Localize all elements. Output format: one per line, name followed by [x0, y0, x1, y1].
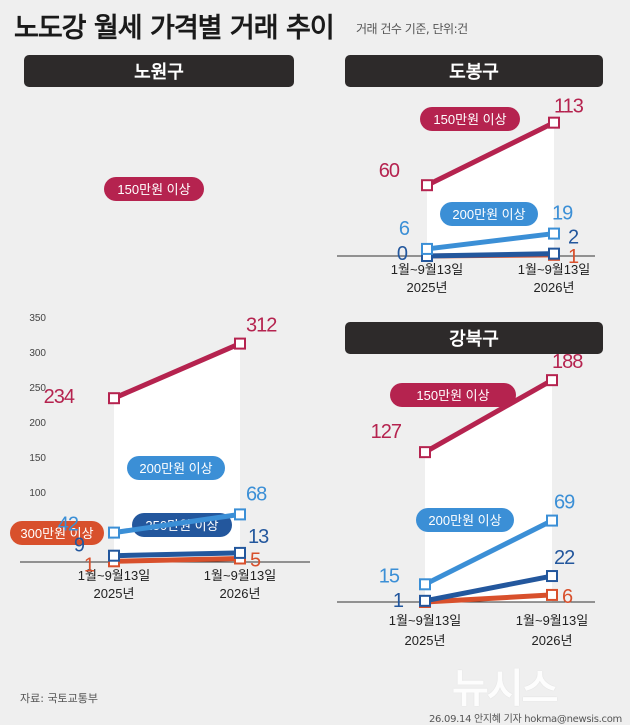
x-tick-label: 1월~9월13일: [516, 613, 588, 628]
series-line: [425, 120, 556, 188]
data-point: [421, 179, 433, 192]
series-line: [424, 573, 553, 604]
x-tick-label: 2025년: [94, 586, 135, 601]
data-point: [546, 514, 558, 527]
data-label: 1: [393, 590, 404, 612]
series-line: [426, 231, 555, 252]
data-label: 312: [246, 315, 277, 337]
series-legend-box: [390, 383, 516, 407]
data-label: 1: [84, 554, 95, 576]
series-legend-box: [10, 521, 104, 545]
series-legend-box: [440, 202, 538, 226]
unit-note: 거래 건수 기준, 단위:건: [356, 22, 468, 36]
series-legend-label: 150만원 이상: [117, 182, 190, 197]
data-label: 6: [399, 218, 410, 240]
data-label: 0: [397, 243, 408, 265]
series-legend-box: [416, 508, 514, 532]
y-tick-label: 300: [29, 348, 46, 359]
series-line: [423, 518, 554, 587]
x-tick-label: 1월~9월13일: [391, 262, 463, 277]
series-legend-label: 200만원 이상: [139, 461, 212, 476]
data-point: [108, 549, 120, 562]
data-label: 60: [379, 160, 400, 182]
data-point: [419, 594, 431, 607]
data-label: 69: [554, 492, 575, 514]
series-legend-box: [104, 177, 204, 201]
x-tick-label: 2026년: [532, 633, 573, 648]
x-tick-label: 1월~9월13일: [78, 568, 150, 583]
x-tick-label: 1월~9월13일: [204, 568, 276, 583]
data-label: 113: [554, 96, 584, 118]
data-label: 127: [371, 421, 402, 443]
series-legend-label: 300만원 이상: [20, 526, 93, 541]
series-line: [426, 251, 555, 259]
source-note: 자료: 국토교통부: [20, 692, 99, 705]
y-tick-label: 250: [29, 383, 46, 394]
data-label: 5: [250, 550, 261, 572]
plot-band: [114, 343, 240, 562]
chart-panel-2: 도봉구 1월~9월13일 2025년 1월~9월13일 2026년 1 0 2 6 19 200만원…: [337, 55, 603, 295]
y-tick-label: 100: [29, 488, 46, 499]
panel-header: [345, 322, 603, 354]
chart-panel-1: 노원구350300250200150100501월~9월13일2025년1월~9…: [10, 55, 310, 601]
data-point: [548, 247, 560, 260]
series-legend-label: 200만원 이상: [428, 513, 501, 528]
x-tick-label: 1월~9월13일: [518, 262, 590, 277]
data-point: [421, 242, 433, 255]
data-point: [419, 578, 431, 591]
data-label: 19: [552, 203, 573, 225]
data-point: [234, 546, 246, 559]
data-label: 22: [554, 547, 575, 569]
panel-title: 강북구: [449, 329, 499, 349]
data-point: [108, 526, 120, 539]
data-point: [419, 446, 431, 459]
x-tick-label: 1월~9월13일: [389, 613, 461, 628]
data-point: [548, 116, 560, 129]
x-tick-label: 2025년: [405, 633, 446, 648]
data-label: 9: [74, 535, 85, 557]
data-label: 68: [246, 483, 267, 505]
panel-header: [24, 55, 294, 87]
series-line: [113, 550, 241, 559]
panel-title: 노원구: [134, 62, 184, 82]
data-point: [546, 588, 558, 601]
series-line: [424, 592, 553, 605]
series-legend-box: [127, 456, 225, 480]
data-point: [234, 508, 246, 521]
series-legend-label: 150만원 이상: [433, 112, 506, 127]
data-label: 188: [552, 351, 583, 373]
x-tick-label: 2025년: [407, 280, 448, 295]
panel-title: 도봉구: [449, 62, 499, 82]
x-tick-label: 2026년: [534, 280, 575, 295]
series-line: [113, 556, 241, 564]
chart-panel-3: 강북구 1월~9월13일 2025년 1월~9월13일 2026년 6 1 22 15 69 200…: [337, 322, 603, 648]
series-legend-label: 200만원 이상: [452, 207, 525, 222]
data-label: 42: [58, 514, 79, 536]
y-tick-label: 200: [29, 418, 46, 429]
data-label: 1: [568, 246, 579, 268]
data-point: [108, 392, 120, 405]
series-line: [423, 377, 554, 455]
series-legend-label: 150만원 이상: [416, 388, 489, 403]
newsis-logo: 뉴시스: [452, 666, 558, 712]
y-tick-label: 150: [29, 453, 46, 464]
data-point: [546, 374, 558, 387]
page-title: 노도강 월세 가격별 거래 추이: [14, 13, 335, 44]
series-line: [113, 511, 241, 536]
data-label: 15: [379, 565, 400, 587]
credit-line: 26.09.14 안지혜 기자 hokma@newsis.com: [429, 714, 622, 725]
data-point: [546, 570, 558, 583]
data-point: [234, 337, 246, 350]
series-legend-box: [420, 107, 520, 131]
data-point: [548, 227, 560, 240]
series-line: [113, 341, 241, 401]
data-label: 13: [248, 526, 269, 548]
data-label: 234: [44, 386, 75, 408]
y-tick-label: 350: [29, 313, 46, 324]
data-label: 2: [568, 227, 579, 249]
x-tick-label: 2026년: [220, 586, 261, 601]
data-label: 6: [562, 586, 573, 608]
panel-header: [345, 55, 603, 87]
